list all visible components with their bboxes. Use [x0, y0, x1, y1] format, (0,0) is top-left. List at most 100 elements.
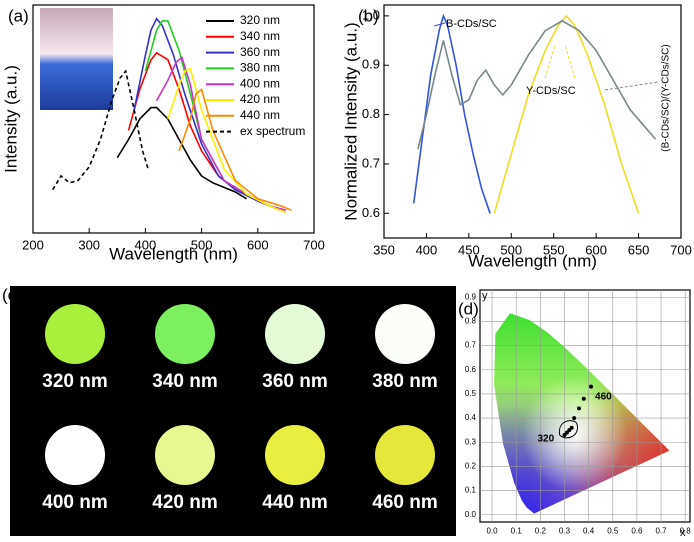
y-tick-label: 0.1	[465, 486, 477, 495]
y-tick-label: 0.7	[465, 341, 477, 350]
y-tick-label: 0.3	[465, 437, 477, 446]
x-tick-label: 500	[500, 243, 522, 258]
y-tick-label: 0.9	[465, 292, 477, 301]
point	[564, 430, 569, 435]
cie-gamut	[494, 313, 670, 514]
legend-label: 440 nm	[240, 108, 280, 122]
y-tick-label: 0.2	[465, 462, 477, 471]
x-tick-label: 350	[373, 243, 395, 258]
panel-label: (a)	[8, 6, 29, 25]
legend-label: 360 nm	[240, 45, 280, 59]
panel-label: (b)	[358, 6, 379, 25]
color-swatch	[375, 425, 435, 485]
point	[581, 396, 586, 401]
plot-frame	[32, 4, 315, 234]
panel-label: (d)	[458, 299, 479, 318]
swatch-label: 360 nm	[262, 371, 327, 392]
y-tick-label: 0.8	[362, 106, 380, 121]
x-tick-label: 300	[78, 238, 100, 253]
swatch-label: 440 nm	[262, 492, 327, 513]
color-swatch	[265, 304, 325, 364]
series-annotation: Y-CDs/SC	[526, 85, 576, 97]
x-tick-label: 0.2	[535, 527, 547, 536]
point-annotation: 320	[537, 434, 554, 445]
x-tick-label: 700	[670, 243, 692, 258]
point	[569, 425, 574, 430]
series-line	[51, 69, 149, 191]
annotation-pointer	[544, 44, 556, 79]
x-tick-label: 0.8	[680, 527, 692, 536]
color-swatch	[45, 304, 105, 364]
color-swatch	[375, 304, 435, 364]
swatch-label: 460 nm	[372, 492, 437, 513]
x-tick-label: 0.1	[511, 527, 523, 536]
y-axis-label: Normalized Intensity (a.u.)	[341, 22, 360, 220]
x-tick-label: 0.6	[631, 527, 643, 536]
legend-label: 380 nm	[240, 61, 280, 75]
x-axis-label: Wavelength (nm)	[109, 244, 238, 263]
legend-label: 400 nm	[240, 76, 280, 90]
series-line	[116, 106, 247, 200]
series-annotation: B-CDs/SC	[446, 18, 497, 30]
x-tick-label: 0.4	[583, 527, 595, 536]
swatch-label: 400 nm	[42, 492, 107, 513]
inset-photo	[40, 8, 113, 110]
swatch-label: 380 nm	[372, 371, 437, 392]
x-tick-label: 700	[303, 238, 325, 253]
y-axis-label: Intensity (a.u.)	[1, 65, 20, 173]
x-tick-label: 600	[247, 238, 269, 253]
series-line	[493, 14, 640, 214]
y-tick-label: 0.0	[465, 510, 477, 519]
legend-label: 340 nm	[240, 29, 280, 43]
x-tick-label: 0.5	[607, 527, 619, 536]
x-tick-label: 500	[191, 238, 213, 253]
y-tick-label: 0.7	[362, 155, 380, 170]
point	[562, 433, 567, 437]
panel-label: (c)	[2, 285, 22, 304]
swatch-label: 420 nm	[152, 492, 217, 513]
x-tick-label: 450	[458, 243, 480, 258]
x-tick-label: 200	[22, 238, 44, 253]
legend-label: ex spectrum	[240, 124, 305, 138]
plot-frame	[479, 289, 691, 523]
y-tick-label: 0.6	[362, 205, 380, 220]
x-tick-label: 400	[416, 243, 438, 258]
color-swatch	[265, 425, 325, 485]
x-tick-label: 650	[628, 243, 650, 258]
x-tick-label: 0.3	[559, 527, 571, 536]
x-axis-label: x	[680, 527, 686, 539]
x-tick-label: 0.0	[487, 527, 499, 536]
y-tick-label: 0.8	[465, 317, 477, 326]
color-swatch	[45, 425, 105, 485]
series-line	[133, 17, 281, 211]
y-tick-label: 0.9	[362, 57, 380, 72]
x-axis-label: Wavelength (nm)	[468, 251, 597, 270]
color-swatch	[155, 425, 215, 485]
series-line	[178, 87, 292, 211]
swatch-label: 320 nm	[42, 371, 107, 392]
plot-frame	[383, 4, 682, 239]
legend-label: 320 nm	[240, 13, 280, 27]
annotation-pointer	[604, 81, 659, 91]
series-line	[417, 19, 657, 150]
series-line	[412, 13, 491, 214]
x-tick-label: 550	[543, 243, 565, 258]
series-line	[167, 67, 287, 214]
point	[576, 406, 581, 411]
point-annotation: 460	[595, 391, 612, 402]
x-tick-label: 600	[585, 243, 607, 258]
y-tick-label: 0.6	[465, 365, 477, 374]
series-annotation: (B-CDs/SC)/(Y-CDs/SC)	[661, 44, 672, 151]
point	[589, 384, 594, 389]
y-tick-label: 1.0	[362, 7, 380, 22]
x-tick-label: 400	[135, 238, 157, 253]
point	[572, 416, 577, 421]
x-tick-label: 0.7	[655, 527, 667, 536]
y-axis-label: y	[482, 290, 488, 302]
annotation-arrow	[433, 22, 446, 27]
color-swatch	[155, 304, 215, 364]
annotation-pointer	[564, 44, 576, 79]
legend-label: 420 nm	[240, 92, 280, 106]
point	[567, 428, 572, 433]
